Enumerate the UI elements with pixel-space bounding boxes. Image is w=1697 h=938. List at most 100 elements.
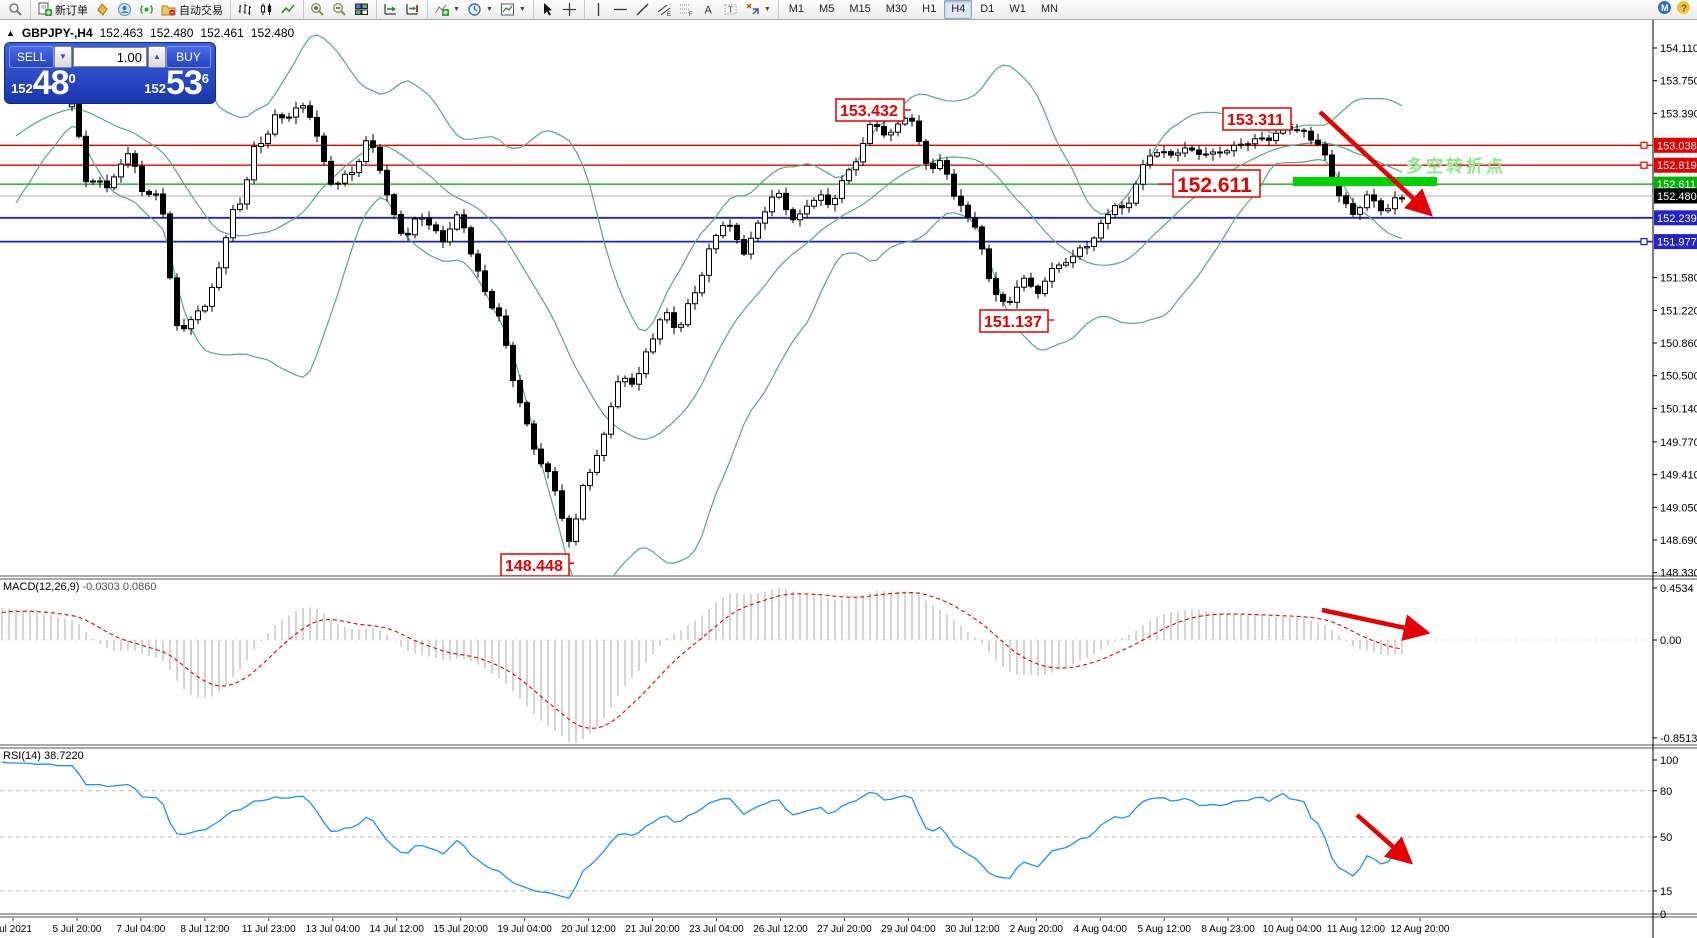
rsi-panel[interactable] [0,761,1653,899]
time-axis-label: Jul 2021 [0,924,32,935]
arrows-dropdown-arrow[interactable]: ▼ [763,6,771,13]
candle-body [874,124,880,127]
arrows-button[interactable]: ▼ [742,0,774,19]
candle-body [1063,262,1069,266]
one-click-collapse-arrow[interactable]: ▲ [6,28,15,38]
sell-button[interactable]: SELL [9,46,54,68]
text-label-button[interactable]: T [720,0,741,19]
svg-text:148.448: 148.448 [505,558,563,575]
line-selection-handle[interactable] [1640,161,1648,169]
timeframe-button-mn[interactable]: MN [1040,3,1058,15]
tile-windows-button[interactable] [351,0,372,19]
line-chart-button[interactable] [278,0,299,19]
symbol-search-icon [8,2,23,17]
top-toolbar: 新订单 自动交易 ▼ ▼ ▼ E F A T ▼ M1 M5 M15 M30 H1 H4 D1 W1 MN M? [0,0,1697,20]
candle-body [440,230,446,243]
equidistant-channel-button[interactable]: E [654,0,675,19]
periods-button[interactable]: ▼ [464,0,496,19]
hline-button[interactable] [610,0,631,19]
time-axis-label: 8 Aug 23:00 [1201,924,1255,935]
candle-body [629,377,635,385]
metaquotes-icon[interactable]: M [1657,0,1672,20]
text-button[interactable]: A [698,0,719,19]
templates-button[interactable]: ▼ [497,0,529,19]
crosshair-button[interactable] [559,0,580,19]
price-badge: 153.038 [1654,137,1697,153]
price-callout[interactable]: 151.137 [979,309,1049,333]
trendline-button[interactable] [632,0,653,19]
candle-body [699,274,705,294]
candle-body [244,179,250,205]
hline-icon [613,2,628,17]
vline-button[interactable] [588,0,609,19]
buy-button[interactable]: BUY [166,46,211,68]
signals-button[interactable] [136,0,157,19]
candle-body [1126,202,1132,209]
mql-community-button[interactable] [114,0,135,19]
time-axis-label: 15 Jul 20:00 [433,924,488,935]
help-icon[interactable]: ? [1676,0,1691,20]
trend-arrow-rsi [1355,813,1414,865]
zoom-in-button[interactable] [307,0,328,19]
symbol-search-button[interactable] [5,0,26,19]
buy-price-base: 152 [144,81,166,96]
candle-body [265,133,271,145]
candle-chart-button[interactable] [256,0,277,19]
price-callout[interactable]: 153.311 [1222,107,1292,131]
chart-shift-button[interactable] [402,0,423,19]
main-price-panel[interactable]: 多空转折点 153.432 153.311 152.611 151.137 148.448 [0,34,1653,599]
timeframe-button-d1[interactable]: D1 [980,3,995,15]
periods-dropdown-arrow[interactable]: ▼ [485,6,493,13]
buy-price: 152 53 6 [144,66,209,100]
auto-scroll-button[interactable] [380,0,401,19]
market-badge-button[interactable] [92,0,113,19]
candle-body [517,380,523,404]
timeframe-button-m30[interactable]: M30 [885,3,908,15]
timeframe-button-w1[interactable]: W1 [1009,3,1026,15]
line-selection-handle[interactable] [1640,141,1648,149]
candle-body [867,124,873,144]
svg-text:152.480: 152.480 [1657,191,1697,203]
price-callout[interactable]: 148.448 [500,553,570,576]
bar-chart-button[interactable] [234,0,255,19]
macd-panel[interactable] [0,587,1653,743]
indicators-dropdown-arrow[interactable]: ▼ [453,6,460,13]
volume-down-button[interactable]: ▼ [54,46,72,68]
signals-icon [139,2,154,17]
candle-body [1378,200,1384,212]
fibonacci-button[interactable]: F [676,0,697,19]
cursor-button[interactable] [537,0,558,19]
timeframe-button-m1[interactable]: M1 [788,3,805,15]
candle-body [1168,151,1174,156]
time-axis-label: 27 Jul 20:00 [817,924,872,935]
timeframe-button-m15[interactable]: M15 [849,3,871,15]
rsi-line [1,761,1403,899]
candle-body [1007,300,1013,303]
candle-body [797,213,803,221]
volume-up-button[interactable]: ▲ [148,46,166,68]
candle-body [531,423,537,450]
candle-body [279,114,285,119]
timeframe-button-m5[interactable]: M5 [819,3,835,15]
timeframe-button-h1[interactable]: H1 [922,3,937,15]
templates-dropdown-arrow[interactable]: ▼ [518,6,526,13]
new-order-button[interactable]: 新订单 [34,0,91,19]
candle-body [1035,285,1041,294]
candle-body [468,227,474,255]
autotrade-button[interactable]: 自动交易 [158,0,226,19]
zoom-out-button[interactable] [329,0,350,19]
timeframe-button-h4[interactable]: H4 [944,0,973,19]
rsi-indicator-label: RSI(14) 38.7220 [3,750,84,762]
volume-input[interactable] [73,47,147,67]
candle-body [881,126,887,136]
candle-body [195,310,201,321]
candle-body [909,117,915,122]
svg-text:152.611: 152.611 [1657,179,1696,191]
candle-body [727,224,733,227]
line-selection-handle[interactable] [1640,238,1648,246]
price-callout[interactable]: 152.611 [1172,169,1261,198]
indicators-button[interactable]: ▼ [431,0,463,19]
price-callout[interactable]: 153.432 [835,98,905,122]
candle-body [188,319,194,330]
